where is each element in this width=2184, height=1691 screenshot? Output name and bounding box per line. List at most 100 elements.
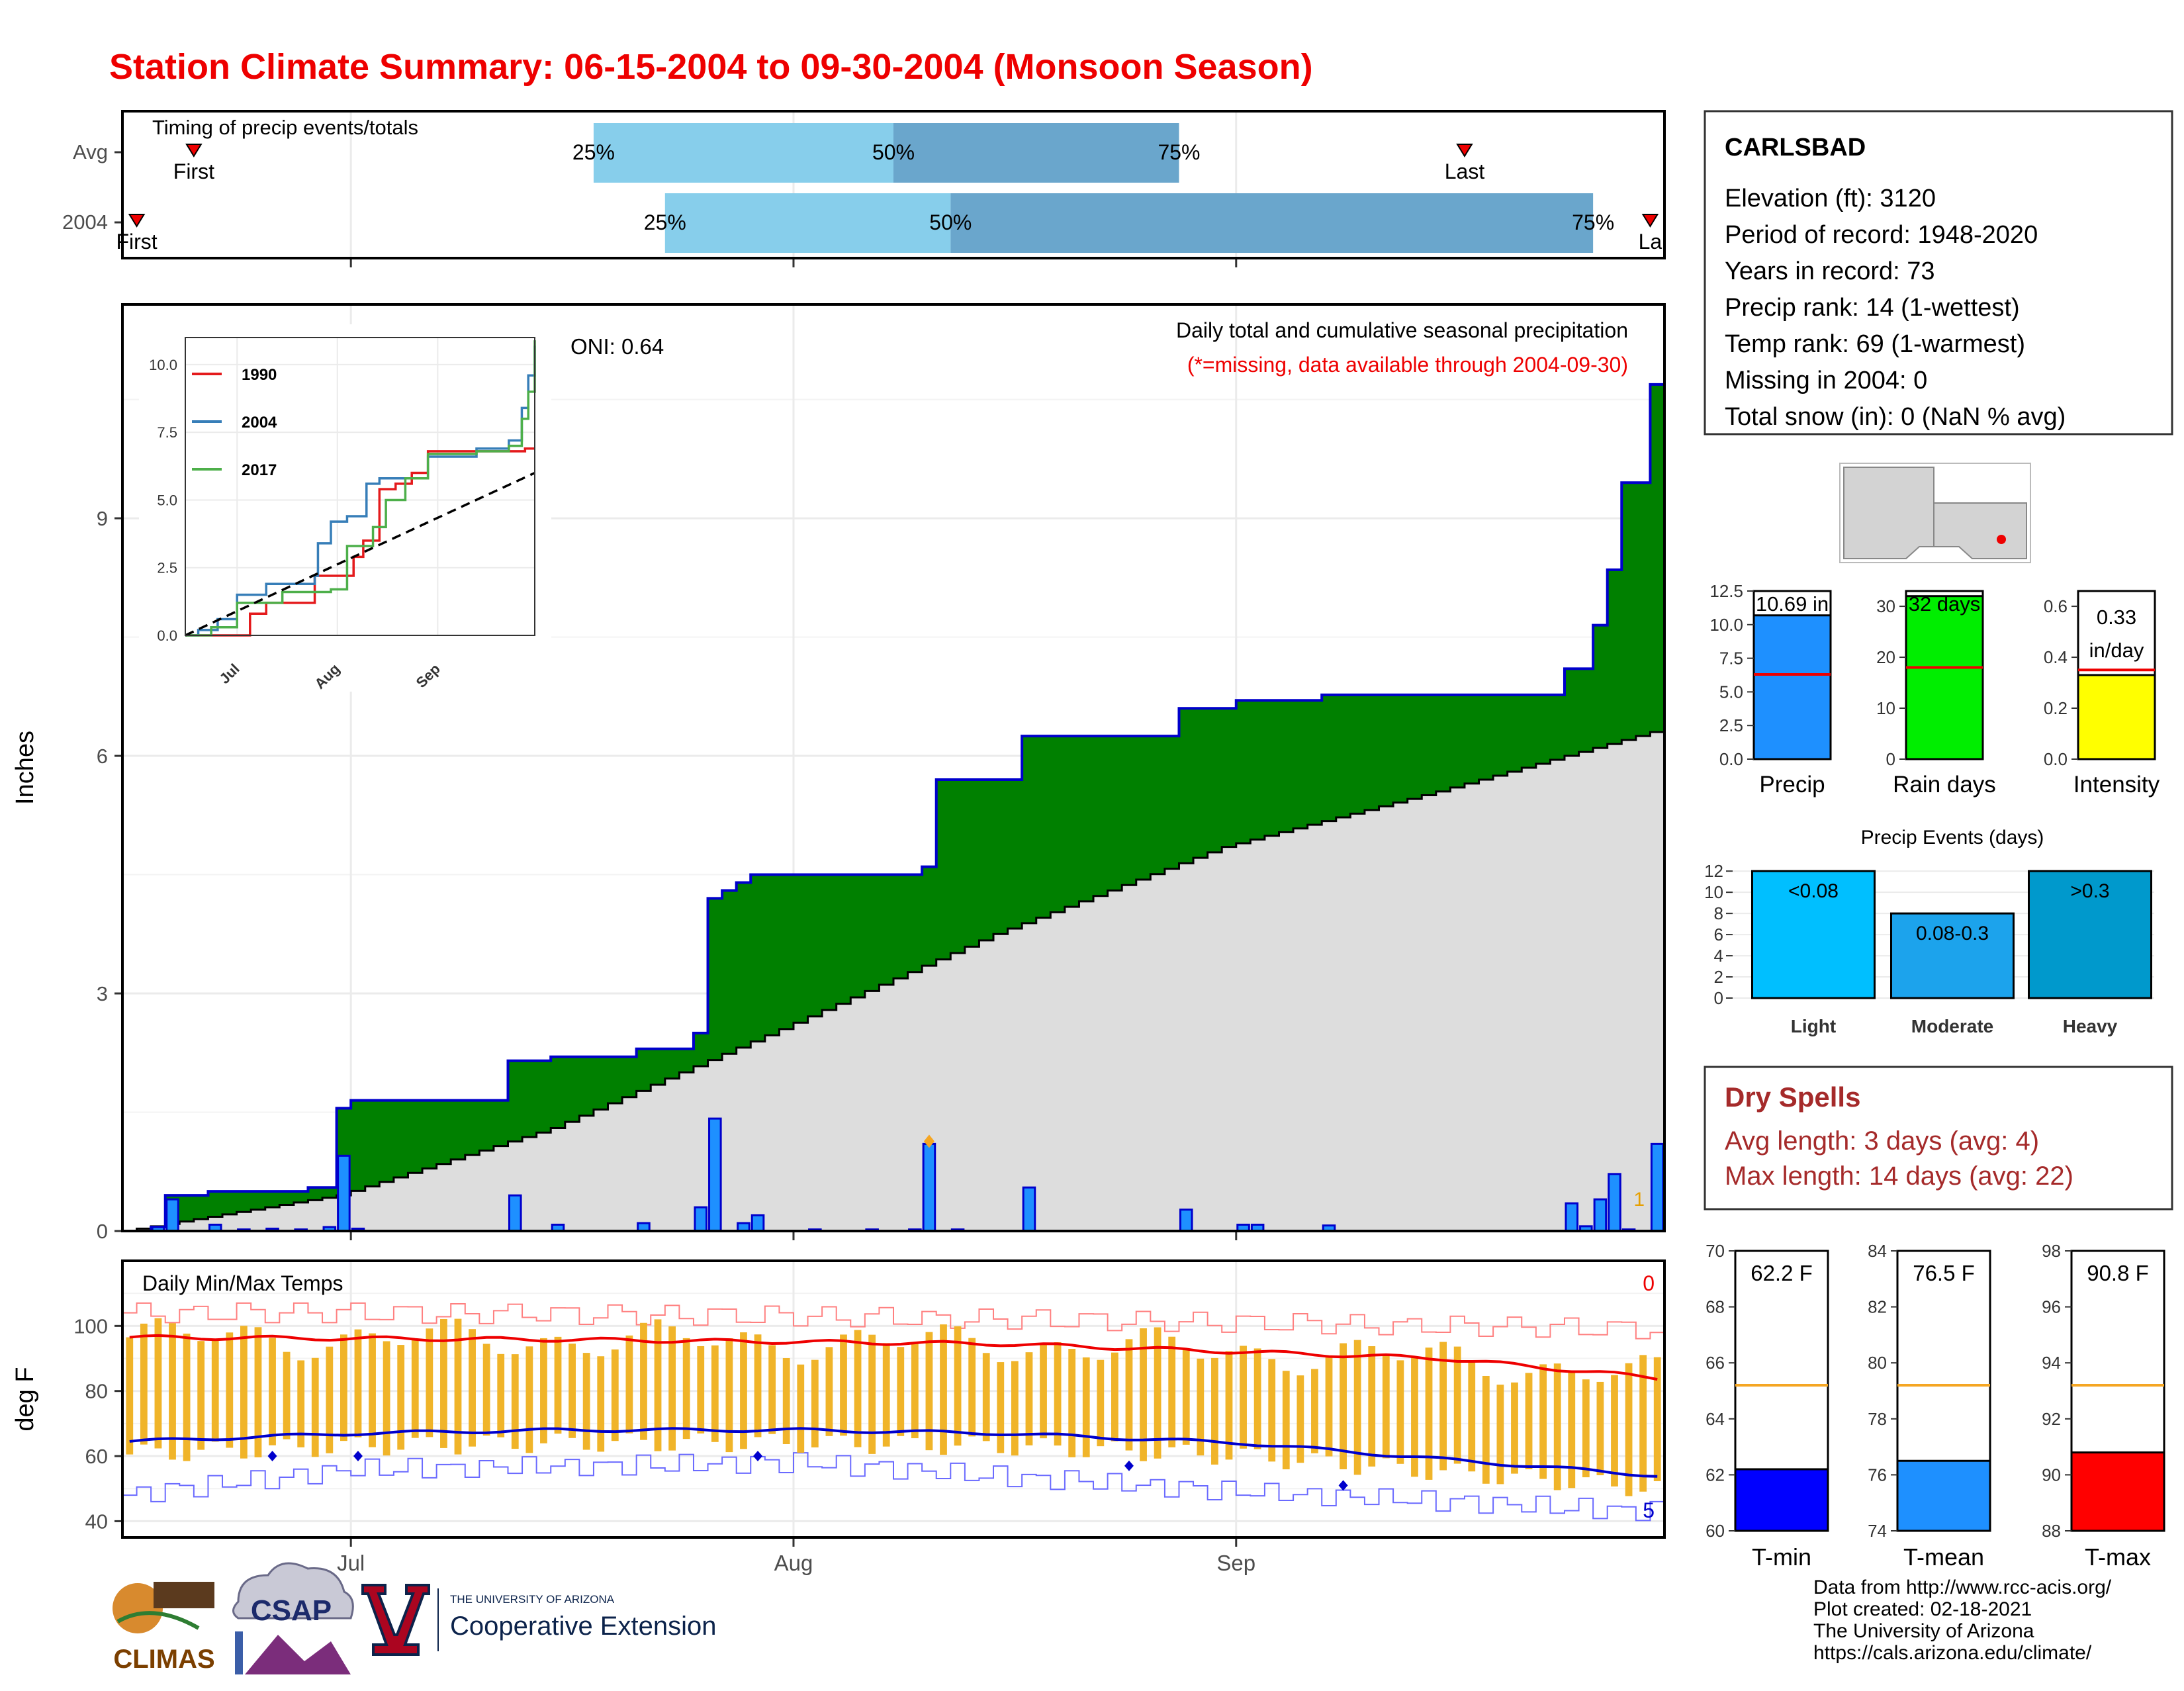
daily-temp-range-bar bbox=[1340, 1343, 1347, 1469]
daily-temp-range-bar bbox=[1553, 1363, 1561, 1490]
daily-temp-range-bar bbox=[254, 1327, 262, 1457]
logos: CLIMAS CSAP THE UNIVERSITY OF ARIZONA Coope… bbox=[113, 1562, 716, 1674]
daily-temp-range-bar bbox=[825, 1347, 833, 1436]
daily-temp-range-bar bbox=[597, 1356, 605, 1452]
temp-summary-value-label: 90.8 F bbox=[2087, 1261, 2149, 1285]
daily-temp-range-bar bbox=[326, 1346, 334, 1453]
daily-temp-range-bar bbox=[854, 1330, 862, 1447]
temp-y-tick-label: 40 bbox=[85, 1510, 108, 1533]
cumulative-average-line bbox=[122, 731, 1664, 1232]
summary-tick-label: 10 bbox=[1876, 698, 1895, 718]
station-info-line: Elevation (ft): 3120 bbox=[1725, 185, 1936, 212]
station-name: CARLSBAD bbox=[1725, 134, 1866, 161]
daily-temp-range-bar bbox=[211, 1340, 219, 1442]
daily-temp-range-bar bbox=[1182, 1349, 1190, 1445]
daily-temp-range-bar bbox=[454, 1318, 462, 1455]
summary-value-unit: in/day bbox=[2089, 639, 2144, 662]
temp-summary-tick-label: 98 bbox=[2042, 1241, 2061, 1261]
daily-temp-range-bar bbox=[768, 1345, 776, 1434]
temp-summary-tick-label: 94 bbox=[2042, 1353, 2061, 1373]
daily-temp-range-bar bbox=[554, 1336, 562, 1434]
x-tick-label: Jul bbox=[337, 1551, 365, 1575]
daily-temp-range-bar bbox=[140, 1323, 148, 1445]
daily-temp-range-bar bbox=[297, 1360, 305, 1447]
daily-precip-bar bbox=[508, 1194, 522, 1232]
summary-value-label: 10.69 in bbox=[1756, 592, 1829, 616]
timing-label: Timing of precip events/totals bbox=[152, 116, 418, 139]
record-low-marker bbox=[1124, 1460, 1134, 1471]
record-max-line bbox=[122, 1302, 1664, 1340]
first-event-marker bbox=[185, 144, 203, 158]
daily-temp-range-bar bbox=[283, 1351, 291, 1440]
temp-summary-value-label: 76.5 F bbox=[1913, 1261, 1975, 1285]
timing-q75-label: 75% bbox=[1572, 210, 1614, 234]
daily-temp-range-bar bbox=[1282, 1371, 1290, 1470]
event-bar-name: Moderate bbox=[1911, 1016, 1993, 1036]
temp-summary-name: T-max bbox=[2085, 1543, 2151, 1571]
daily-temp-range-bar bbox=[711, 1345, 719, 1442]
daily-temp-range-bar bbox=[1025, 1352, 1033, 1445]
event-bar-name: Light bbox=[1791, 1016, 1836, 1036]
temp-summary-tick-label: 88 bbox=[2042, 1521, 2061, 1541]
daily-temp-range-bar bbox=[840, 1334, 847, 1436]
x-tick-label: Sep bbox=[1216, 1551, 1255, 1575]
daily-temp-range-bar bbox=[497, 1353, 505, 1438]
event-bar-label: 0.08-0.3 bbox=[1916, 923, 1989, 944]
precip-corner-count: 1 bbox=[1633, 1189, 1645, 1211]
daily-temp-range-bar bbox=[1596, 1381, 1604, 1475]
station-info-line: Total snow (in): 0 (NaN % avg) bbox=[1725, 403, 2066, 431]
inset-y-tick: 0.0 bbox=[157, 627, 177, 644]
temp-summary-tick-label: 60 bbox=[1706, 1521, 1725, 1541]
timing-q25-label: 25% bbox=[572, 140, 615, 164]
timing-panel-border bbox=[121, 110, 1666, 259]
daily-temp-range-bar bbox=[1568, 1370, 1576, 1488]
daily-temp-range-bar bbox=[1482, 1375, 1490, 1484]
temp-summary-t-max: 88 90 92 94 96 98 90.8 F T-max bbox=[2042, 1241, 2165, 1571]
summary-tick-label: 12.5 bbox=[1709, 581, 1743, 601]
daily-temp-range-bar bbox=[1525, 1373, 1533, 1469]
inset-y-tick: 5.0 bbox=[157, 492, 177, 508]
daily-temp-range-bar bbox=[240, 1326, 248, 1459]
daily-temp-range-bar bbox=[369, 1333, 376, 1447]
y-axis-title: Inches bbox=[11, 731, 39, 805]
daily-temp-range-bar bbox=[1097, 1359, 1105, 1447]
daily-temp-range-bar bbox=[897, 1347, 905, 1436]
cumulative-2004-outline bbox=[122, 383, 1664, 1232]
temp-summary-tick-label: 90 bbox=[2042, 1465, 2061, 1485]
events-tick-label: 4 bbox=[1714, 946, 1723, 966]
daily-temp-range-bar bbox=[611, 1349, 619, 1441]
summary-tick-label: 0.2 bbox=[2044, 698, 2068, 718]
record-low-marker bbox=[267, 1451, 277, 1462]
event-bar-light bbox=[1751, 870, 1876, 999]
daily-temp-range-bar bbox=[882, 1343, 890, 1447]
daily-temp-range-bar bbox=[1582, 1379, 1590, 1478]
daily-temp-range-bar bbox=[1368, 1346, 1376, 1467]
daily-temp-range-bar bbox=[1253, 1348, 1261, 1449]
dry-spells-title: Dry Spells bbox=[1725, 1081, 1860, 1113]
daily-temp-range-bar bbox=[397, 1345, 405, 1450]
event-bar-label: >0.3 bbox=[2070, 880, 2109, 902]
daily-temp-range-bar bbox=[1211, 1357, 1218, 1465]
first-event-label: First bbox=[173, 160, 214, 183]
daily-temp-range-bar bbox=[1325, 1355, 1333, 1457]
daily-temp-range-bar bbox=[811, 1359, 819, 1447]
daily-temp-range-bar bbox=[982, 1353, 990, 1441]
avg-max-temp-line bbox=[129, 1334, 1658, 1381]
daily-temp-range-bar bbox=[1082, 1357, 1090, 1457]
temp-summary-tick-label: 70 bbox=[1706, 1241, 1725, 1261]
inset-series-line bbox=[185, 447, 535, 637]
summary-value-label: 0.33 bbox=[2097, 606, 2136, 629]
daily-temp-range-bar bbox=[1125, 1339, 1133, 1451]
daily-temp-range-bar bbox=[383, 1341, 390, 1456]
daily-temp-range-bar bbox=[1111, 1352, 1118, 1441]
record-min-count: 5 bbox=[1643, 1498, 1655, 1522]
temp-summary-tick-label: 92 bbox=[2042, 1409, 2061, 1429]
summary-tick-label: 2.5 bbox=[1719, 715, 1743, 735]
daily-temp-range-bar bbox=[511, 1354, 519, 1449]
temp-summary-bar bbox=[1734, 1468, 1829, 1532]
station-info-line: Period of record: 1948-2020 bbox=[1725, 221, 2038, 249]
daily-temp-range-bar bbox=[1311, 1369, 1318, 1453]
daily-temp-range-bar bbox=[540, 1338, 547, 1443]
timing-row-label: Avg bbox=[73, 140, 108, 163]
daily-precip-bar bbox=[1608, 1173, 1621, 1232]
